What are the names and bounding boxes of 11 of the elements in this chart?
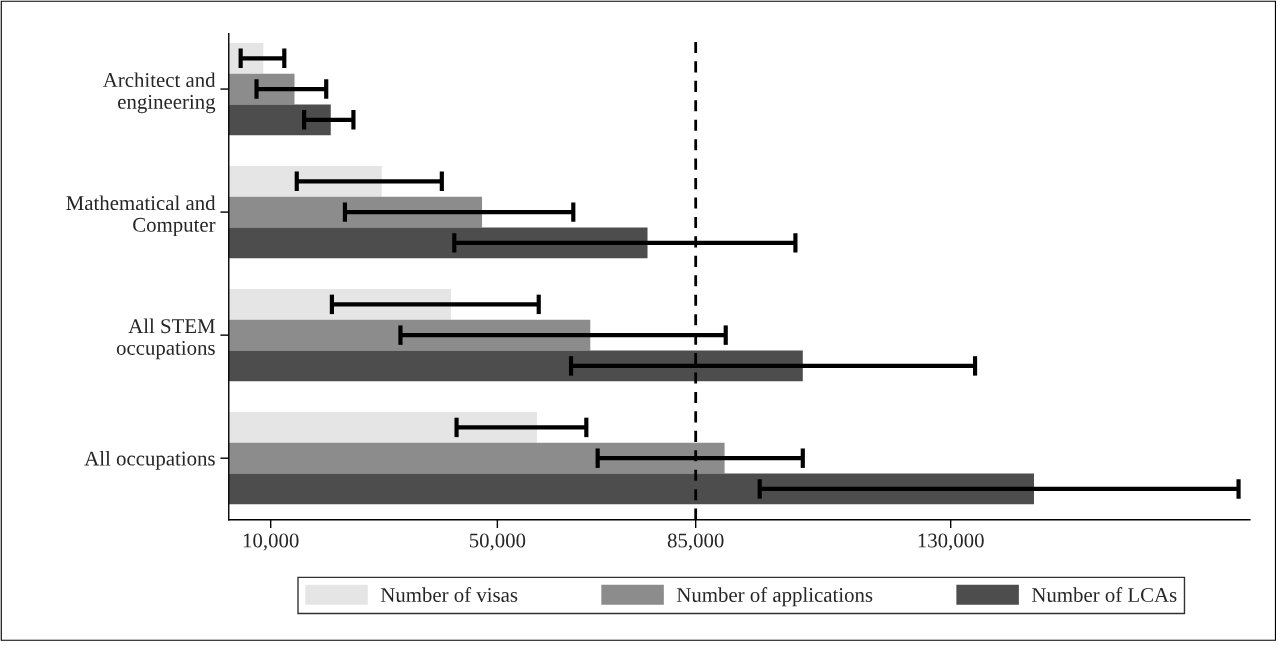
x-tick-label: 130,000 — [918, 533, 984, 551]
y-tick-label: Architect and engineering — [102, 72, 216, 114]
y-tick-label: All STEM occupations — [116, 318, 215, 360]
x-tick-label: 50,000 — [469, 533, 526, 551]
legend-label: Number of visas — [380, 587, 518, 602]
y-tick-label: All occupations — [84, 450, 215, 470]
x-tick-label: 10,000 — [243, 533, 299, 551]
legend-label: Number of applications — [676, 587, 873, 607]
legend-label: Number of LCAs — [1031, 587, 1177, 602]
y-tick-label: Mathematical and Computer — [66, 195, 216, 237]
x-tick-label: 85,000 — [667, 533, 724, 551]
